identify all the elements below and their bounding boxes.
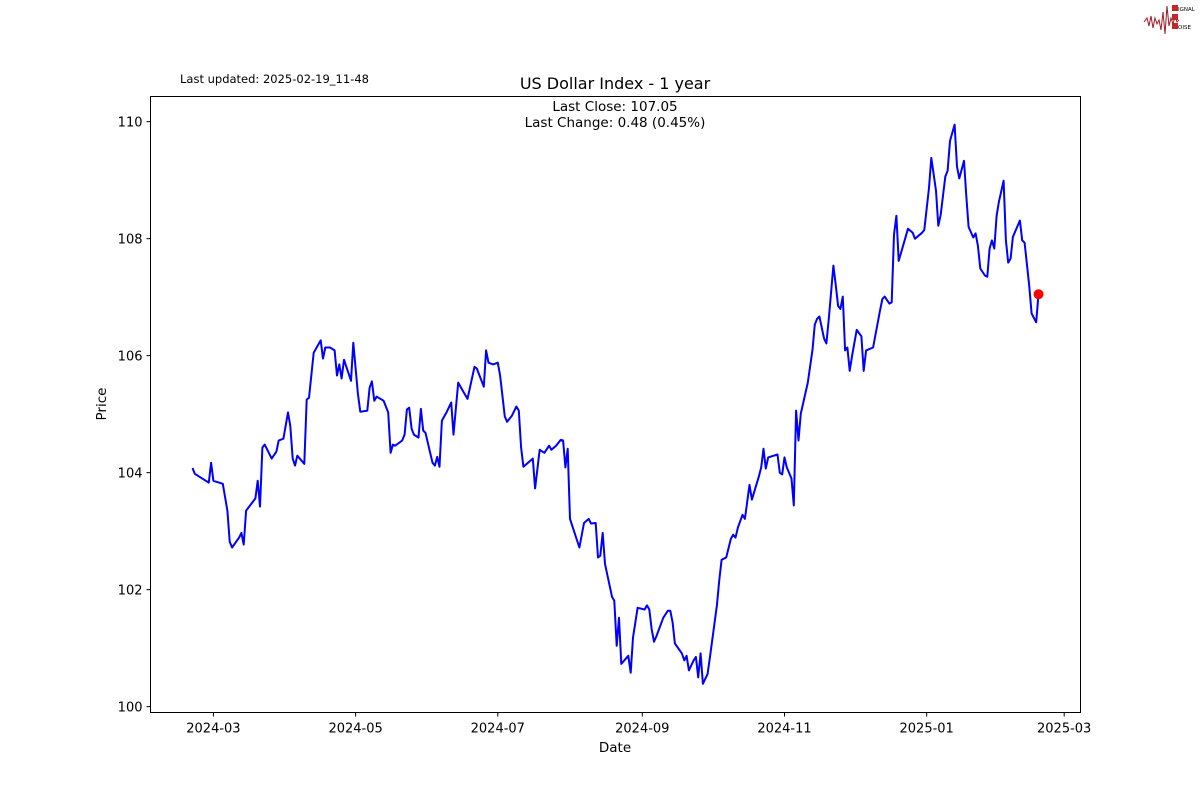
last-change-annotation: Last Change: 0.48 (0.45%) xyxy=(525,115,706,131)
y-tick-label: 108 xyxy=(118,233,143,248)
y-axis-label: Price xyxy=(94,388,110,421)
plot-area xyxy=(150,96,1081,713)
y-tick-label: 106 xyxy=(118,350,143,365)
x-tick-label: 2024-09 xyxy=(615,722,669,737)
x-tick-label: 2024-07 xyxy=(471,722,525,737)
price-line xyxy=(191,123,1040,685)
x-tick-label: 2025-03 xyxy=(1037,722,1091,737)
y-tick-label: 102 xyxy=(118,584,143,599)
y-tick-label: 104 xyxy=(118,467,143,482)
y-tick-label: 100 xyxy=(118,701,143,716)
logo-waveform-icon xyxy=(1143,5,1180,35)
x-tick-label: 2024-05 xyxy=(328,722,382,737)
svg-text:OISE: OISE xyxy=(1178,25,1191,31)
x-tick-label: 2024-11 xyxy=(757,722,811,737)
logo-letters: IGNAL OISE xyxy=(1172,5,1196,31)
x-axis-label: Date xyxy=(599,740,631,756)
y-tick-label: 110 xyxy=(118,116,143,131)
last-close-marker xyxy=(1033,289,1044,300)
x-axis: 2024-03 2024-05 2024-07 2024-09 2024-11 2025-… xyxy=(186,712,1091,737)
y-axis: 100 102 104 106 108 110 xyxy=(118,116,151,716)
last-updated-label: Last updated: 2025-02-19_11-48 xyxy=(180,72,369,86)
chart-title: US Dollar Index - 1 year xyxy=(520,74,711,93)
logo: IGNAL OISE xyxy=(1143,5,1196,35)
svg-text:IGNAL: IGNAL xyxy=(1178,7,1196,13)
last-close-annotation: Last Close: 107.05 xyxy=(552,99,677,115)
x-tick-label: 2024-03 xyxy=(186,722,240,737)
x-tick-label: 2025-01 xyxy=(900,722,954,737)
